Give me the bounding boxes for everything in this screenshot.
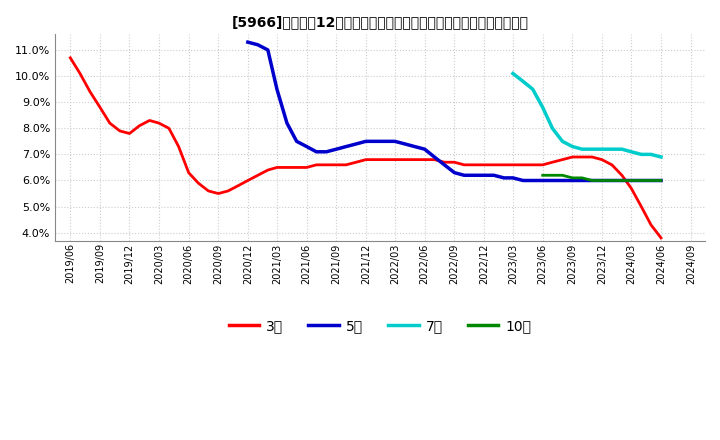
Legend: 3年, 5年, 7年, 10年: 3年, 5年, 7年, 10年 — [223, 313, 537, 338]
Title: [5966]　売上高12か月移動合計の対前年同期増減率の標準偏差の推移: [5966] 売上高12か月移動合計の対前年同期増減率の標準偏差の推移 — [232, 15, 528, 29]
